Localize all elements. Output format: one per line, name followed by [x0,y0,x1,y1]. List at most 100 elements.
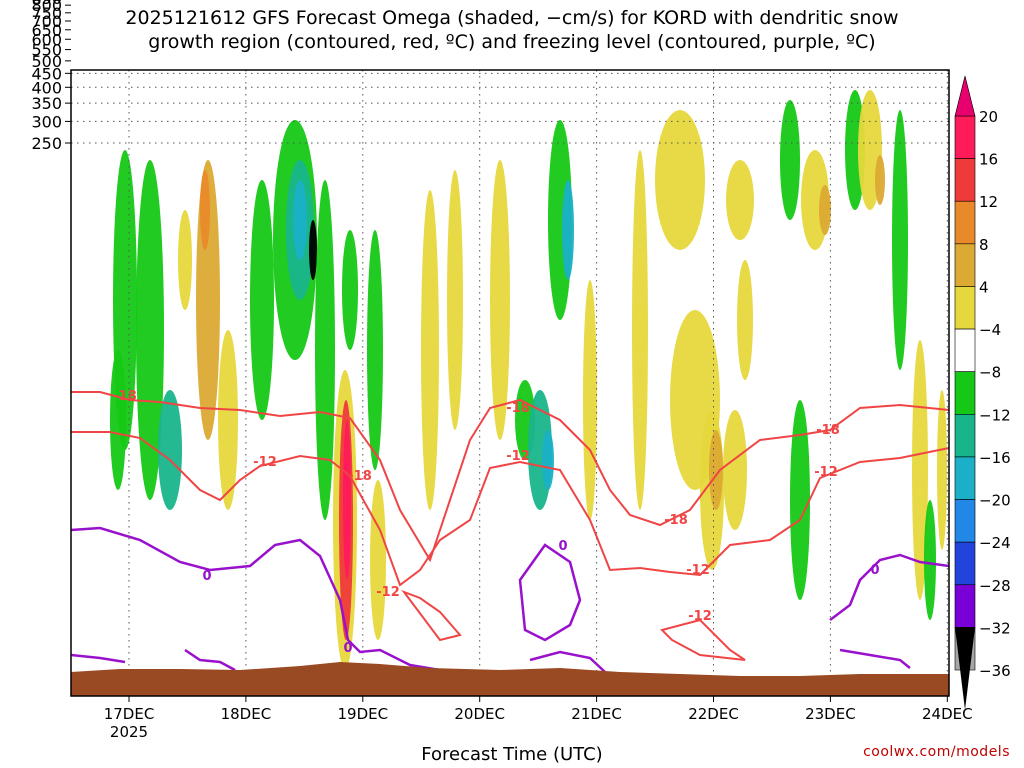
colorbar-swatch [954,541,976,586]
y-tick-label: 250 [31,134,62,153]
freezing-contour-line [829,553,949,621]
colorbar-label: −24 [979,534,1011,552]
freezing-contour-line [71,653,126,664]
dgz-contour-label: -18 [664,513,688,528]
colorbar-label: 12 [979,193,998,211]
dgz-contour-label: -12 [686,563,710,578]
omega-shading [110,90,947,670]
colorbar-swatch [954,158,976,202]
omega-shade-region [343,420,351,580]
omega-shade-region [583,280,597,520]
freezing-contour-label: 0 [870,563,879,578]
y-tick-label: 650 [31,21,62,40]
omega-shade-region [309,220,317,280]
colorbar-swatch [954,328,976,372]
dgz-contour-label: -12 [814,465,838,480]
colorbar-swatch [954,414,976,458]
colorbar-label: 8 [979,236,989,254]
omega-shade-region [200,170,210,250]
chart-title-line-1: 2025121612 GFS Forecast Omega (shaded, −… [125,7,899,29]
terrain-fill [71,662,949,696]
colorbar-label: −4 [979,321,1001,339]
omega-shade-region [421,190,439,510]
omega-shade-region [218,330,238,510]
colorbar-swatch [954,200,976,245]
colorbar-swatch [954,115,976,159]
colorbar-label: −28 [979,577,1011,595]
freezing-contour-line [529,650,606,673]
freezing-contour-line [184,648,236,672]
y-tick-label: 600 [31,30,62,49]
dgz-contour-line [401,589,462,642]
colorbar-swatch [954,584,976,628]
omega-shade-region [790,400,810,600]
x-year-label: 2025 [110,723,148,741]
dgz-contour-label: -12 [688,609,712,624]
x-tick-label: 20DEC [454,705,505,723]
y-tick-label: 850 [31,0,62,8]
x-axis-title: Forecast Time (UTC) [421,744,603,765]
dgz-contour-line [660,618,746,661]
colorbar-label: −20 [979,492,1011,510]
y-tick-label: 700 [31,12,62,31]
x-tick-label: 21DEC [571,705,622,723]
omega-shade-region [136,160,164,500]
freezing-contour-label: 0 [202,569,211,584]
omega-shade-region [924,500,936,620]
colorbar-swatch [954,456,976,500]
contour-lines: -18 -12 -18 -12 -18 -12 -18 -12 -12 -18 -12 0 0 0 0 [71,389,949,673]
omega-shade-region [937,390,947,550]
terrain [71,662,949,696]
y-tick-label: 900 [31,0,62,1]
dgz-contour-label: -12 [253,455,277,470]
omega-shade-region [632,150,648,510]
colorbar-bottom-arrow [955,627,975,710]
x-tick-label: 19DEC [338,705,389,723]
y-tick-label: 500 [31,52,62,71]
freezing-contour-line [518,543,582,642]
y-tick-label: 550 [31,41,62,60]
colorbar: 20 16 12 8 4 −4 −8 −12 −16 −20 −24 −28 −32 −36 [954,75,1011,710]
dgz-contour-line [71,391,949,563]
omega-shade-region [490,160,510,440]
chart-title-line-2: growth region (contoured, red, ºC) and f… [148,31,876,53]
omega-shade-region [370,480,386,640]
colorbar-label: −32 [979,619,1011,637]
omega-shade-region [655,110,705,250]
dgz-contour-line [71,431,949,587]
y-tick-label: 450 [31,64,62,83]
x-tick-label: 22DEC [688,705,739,723]
y-tick-label: 800 [31,0,62,15]
omega-shade-region [447,170,463,430]
omega-shade-region [367,230,383,470]
omega-shade-region [562,180,574,280]
omega-shade-region [542,430,554,490]
colorbar-label: −36 [979,662,1011,680]
omega-shade-region [315,180,335,520]
colorbar-label: 4 [979,278,989,296]
colorbar-top-arrow [954,75,976,117]
freezing-contour-label: 0 [343,641,352,656]
omega-shade-region [342,230,358,350]
y-tick-label: 400 [31,78,62,97]
colorbar-label: −8 [979,364,1001,382]
omega-shade-region [158,390,182,510]
freezing-contour-label: 0 [558,539,567,554]
colorbar-swatch [954,243,976,287]
colorbar-swatch [954,499,976,543]
colorbar-label: −12 [979,406,1011,424]
x-tick-label: 17DEC [104,705,155,723]
dgz-contour-label: -18 [113,389,137,404]
omega-shade-region [780,100,800,220]
omega-shade-region [178,210,192,310]
plot-frame [70,69,950,697]
omega-shade-region [726,160,754,240]
y-tick-label: 300 [31,112,62,131]
dgz-contour-label: -18 [816,423,840,438]
omega-shade-region [737,260,753,380]
y-axis: 250 3003504004505005506006507007508008509… [31,0,71,153]
colorbar-label: −16 [979,449,1011,467]
x-axis: 17DEC 18DEC 19DEC 20DEC 21DEC 22DEC 23DEC 24DEC… [104,696,973,741]
x-tick-label: 18DEC [221,705,272,723]
